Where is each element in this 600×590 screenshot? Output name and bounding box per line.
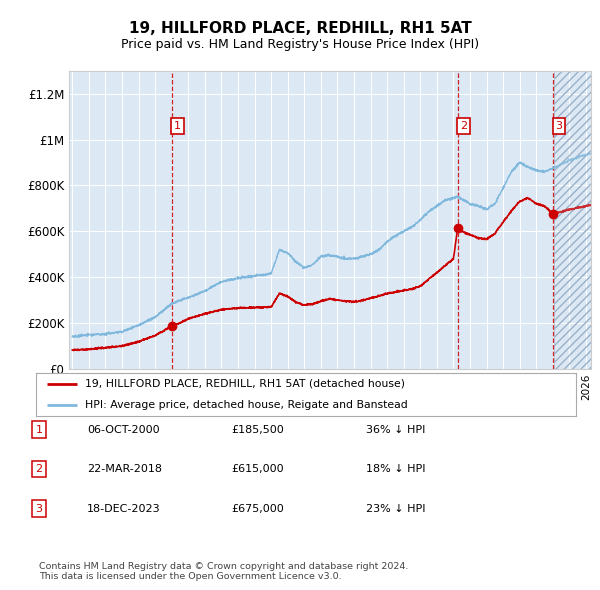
Text: 1: 1 (174, 121, 181, 131)
Text: £185,500: £185,500 (231, 425, 284, 434)
Text: 23% ↓ HPI: 23% ↓ HPI (366, 504, 425, 513)
Text: 18-DEC-2023: 18-DEC-2023 (87, 504, 161, 513)
Text: 36% ↓ HPI: 36% ↓ HPI (366, 425, 425, 434)
Text: HPI: Average price, detached house, Reigate and Banstead: HPI: Average price, detached house, Reig… (85, 400, 407, 410)
Text: 3: 3 (556, 121, 562, 131)
Text: £675,000: £675,000 (231, 504, 284, 513)
Text: 19, HILLFORD PLACE, REDHILL, RH1 5AT: 19, HILLFORD PLACE, REDHILL, RH1 5AT (128, 21, 472, 35)
Text: 3: 3 (35, 504, 43, 513)
Text: Price paid vs. HM Land Registry's House Price Index (HPI): Price paid vs. HM Land Registry's House … (121, 38, 479, 51)
Text: 19, HILLFORD PLACE, REDHILL, RH1 5AT (detached house): 19, HILLFORD PLACE, REDHILL, RH1 5AT (de… (85, 379, 404, 389)
Text: Contains HM Land Registry data © Crown copyright and database right 2024.
This d: Contains HM Land Registry data © Crown c… (39, 562, 409, 581)
Text: 06-OCT-2000: 06-OCT-2000 (87, 425, 160, 434)
Text: 1: 1 (35, 425, 43, 434)
Text: 18% ↓ HPI: 18% ↓ HPI (366, 464, 425, 474)
Text: £615,000: £615,000 (231, 464, 284, 474)
Text: 22-MAR-2018: 22-MAR-2018 (87, 464, 162, 474)
Text: 2: 2 (35, 464, 43, 474)
Bar (554, 71, 591, 369)
Text: 2: 2 (460, 121, 467, 131)
Bar (554, 71, 591, 369)
